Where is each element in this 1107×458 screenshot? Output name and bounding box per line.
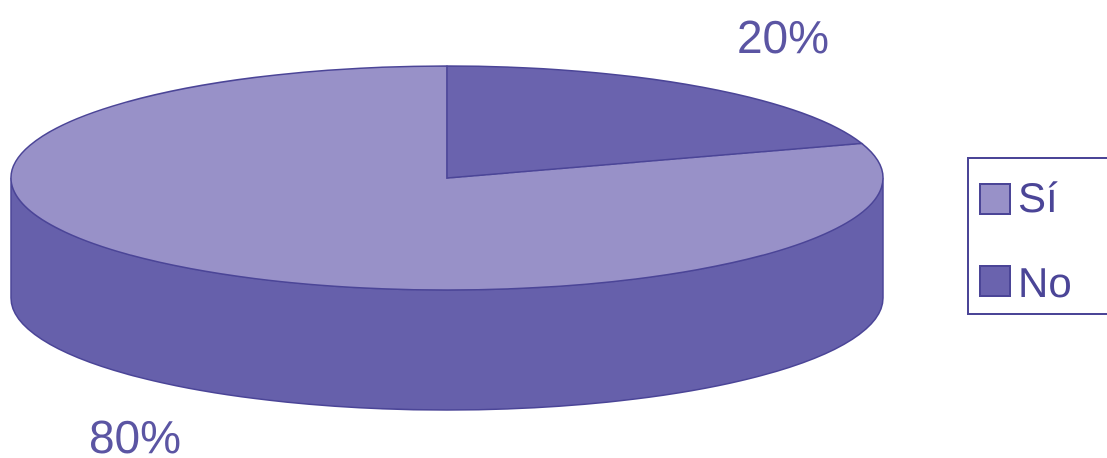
legend-label-no: No [1018,259,1072,306]
legend-swatch-no [979,265,1011,297]
pie-slice-no [446,65,864,179]
data-label-si: 80% [89,411,181,458]
legend: Sí No [967,157,1107,315]
data-label-no: 20% [737,11,829,63]
pie-body [10,65,884,411]
pie-slice-si [10,65,884,291]
legend-label-si: Sí [1018,174,1058,221]
legend-swatch-si [979,183,1011,215]
